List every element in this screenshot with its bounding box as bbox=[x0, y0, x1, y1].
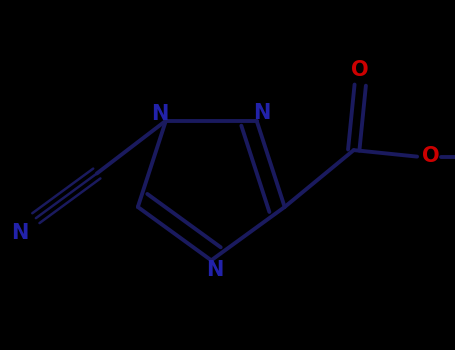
Text: O: O bbox=[351, 61, 369, 80]
Text: N: N bbox=[207, 260, 224, 280]
Text: N: N bbox=[11, 223, 28, 243]
Text: O: O bbox=[422, 146, 440, 166]
Text: N: N bbox=[152, 104, 169, 124]
Text: N: N bbox=[253, 103, 271, 122]
